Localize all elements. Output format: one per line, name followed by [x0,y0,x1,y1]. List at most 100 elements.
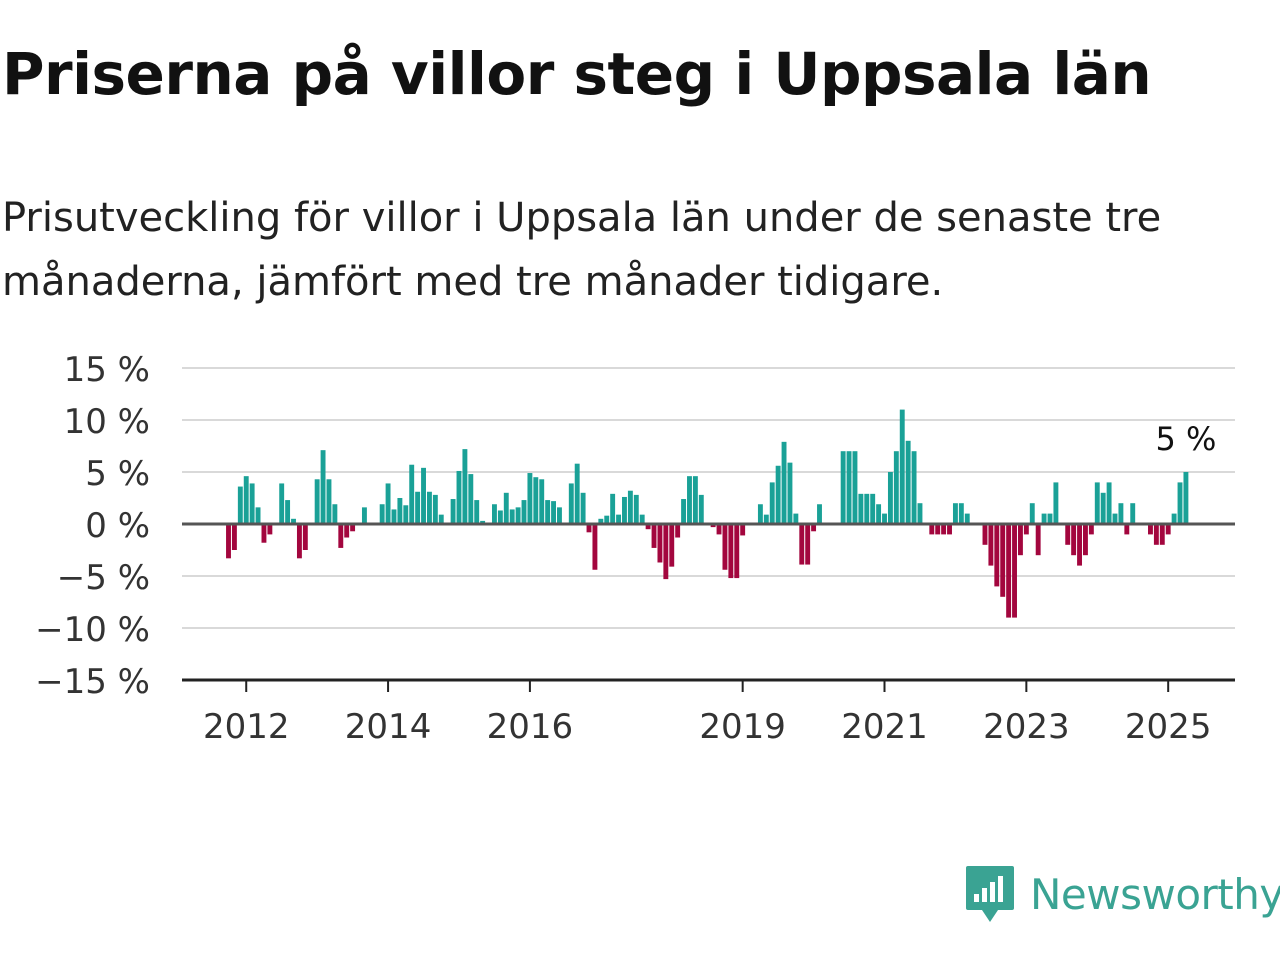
bar [935,524,941,535]
y-tick-label: 10 % [64,402,150,442]
bar [226,524,231,559]
bar [952,503,958,524]
bar [882,513,887,524]
bar [426,491,432,524]
y-tick-label: −10 % [35,610,150,650]
bar [911,451,917,524]
bar [243,476,249,524]
bar-chart-speech-bubble-icon [966,866,1014,922]
bar [858,493,864,524]
bar [1053,482,1059,524]
bar [421,467,426,524]
last-value-label-halo: 5 % [1155,420,1216,458]
bar [568,483,574,524]
bar [285,500,291,524]
bar [379,504,385,524]
bar [391,509,397,524]
bar [1035,524,1041,556]
bar [1100,492,1106,524]
y-tick-label: −15 % [35,662,150,702]
bar [893,451,899,524]
bar [1047,513,1053,524]
bar [870,493,876,524]
bar [1094,482,1100,524]
bar [492,504,497,524]
x-tick-label: 2023 [983,707,1070,747]
bar [326,479,332,524]
bar [551,501,556,524]
bar [799,524,805,565]
bar [1118,503,1124,524]
bar [610,493,616,524]
y-tick-label: 5 % [85,454,150,494]
bar [515,507,521,524]
bar [279,483,285,524]
bar [639,514,645,524]
bar [1106,482,1112,524]
bar [462,449,468,524]
x-tick-label: 2014 [345,707,432,747]
bar [1171,513,1177,524]
bar [231,524,237,550]
bar [633,494,639,524]
bar [320,450,326,524]
bar [1088,524,1094,535]
bar [296,524,302,559]
bar [622,496,627,524]
bar [663,524,669,580]
bar [545,500,551,524]
bar [899,409,905,524]
bar [533,477,539,524]
bar [852,451,858,524]
bar [964,513,970,524]
bar [598,518,604,524]
y-tick-label: 15 % [64,350,150,390]
bar [716,524,722,535]
last-value-label: 5 % [1155,420,1216,458]
bar [669,524,675,567]
bar-chart: 15 % 10 % 5 % 0 % −5 % −10 % −15 % 2012 2014 2016… [35,350,1235,747]
bar [1041,513,1047,524]
y-tick-label: 0 % [85,506,150,546]
bar [261,524,267,543]
x-tick-label: 2012 [203,707,290,747]
bar [1000,524,1006,597]
bar [302,524,308,550]
bar [350,524,356,532]
bar [580,492,586,524]
bar [539,479,545,524]
chart-subtitle: Prisutveckling för villor i Uppsala län … [2,195,1162,305]
x-tick-label: 2019 [699,707,786,747]
bar [616,514,622,524]
bar [1077,524,1082,566]
bar [728,524,734,579]
bar [627,490,633,524]
bar [521,500,527,524]
bar [385,483,391,524]
bar [557,507,562,524]
bar [314,479,320,524]
bar [988,524,994,566]
bar [805,524,811,565]
bar [675,524,681,538]
bar [811,524,817,532]
bar [1165,524,1171,535]
bar [438,514,444,524]
bar [415,491,421,524]
bar [267,524,273,535]
bar [657,524,663,563]
bar [887,472,893,524]
bar [586,524,592,533]
bar [474,500,480,524]
bar [432,494,438,524]
bar [876,504,882,524]
bar [982,524,988,545]
bar [237,486,243,524]
bar [1017,524,1023,556]
bar [249,483,255,524]
bar [361,507,367,524]
bar [1023,524,1029,535]
bar [692,476,698,524]
bar [864,493,870,524]
bar [740,524,746,536]
